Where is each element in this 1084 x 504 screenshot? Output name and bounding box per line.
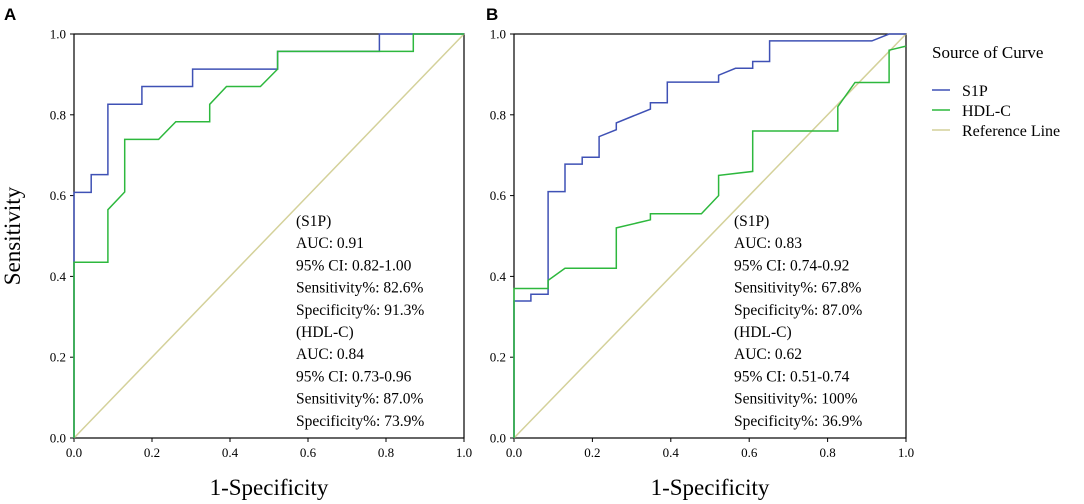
- panel-a-annotation-line: 95% CI: 0.82-1.00: [296, 257, 412, 274]
- panel-a-annotation-line: (S1P): [296, 213, 331, 230]
- panel-b-x-tick-label: 0.6: [741, 445, 758, 460]
- panel-b-annotation-line: Sensitivity%: 67.8%: [734, 280, 862, 297]
- panel-a-annotation-line: 95% CI: 0.73-0.96: [296, 368, 412, 385]
- panel-a-x-tick-label: 0.4: [222, 445, 239, 460]
- legend: Source of Curve S1P HDL-C Reference Line: [932, 43, 1060, 140]
- panel-b-annotation: (S1P) AUC: 0.83 95% CI: 0.74-0.92 Sensitivi…: [734, 213, 862, 430]
- panel-a-x-axis-title: 1-Specificity: [210, 475, 329, 500]
- legend-label-s1p: S1P: [962, 83, 988, 100]
- panel-a-annotation-line: (HDL-C): [296, 324, 354, 341]
- panel-b-y-tick-label: 0.8: [490, 107, 506, 122]
- panel-a-y-axis-title: Sensitivity: [0, 186, 25, 285]
- panel-a-y-tick-label: 0.6: [50, 188, 67, 203]
- panel-a-x-tick-label: 1.0: [456, 445, 472, 460]
- panel-b-y-tick-label: 0.0: [490, 431, 506, 446]
- panel-b-y-tick-label: 0.6: [490, 188, 507, 203]
- panel-b-x-axis-title: 1-Specificity: [651, 475, 770, 500]
- panel-b-plot: 0.0 0.2 0.4 0.6 0.8 1.0 0.0 0.2 0.4 0.6 0.8 1.0: [490, 27, 914, 461]
- panel-b-series-reference-line: [513, 33, 907, 439]
- panel-a-annotation: (S1P) AUC: 0.91 95% CI: 0.82-1.00 Sensitivi…: [296, 213, 424, 430]
- panel-a-annotation-line: AUC: 0.91: [296, 235, 364, 252]
- panel-a-y-tick-label: 1.0: [50, 27, 66, 42]
- panel-b-annotation-line: Sensitivity%: 100%: [734, 391, 858, 408]
- panel-b-annotation-line: (S1P): [734, 213, 769, 230]
- panel-b-y-tick-label: 0.4: [490, 269, 507, 284]
- panel-a-x-tick-label: 0.6: [300, 445, 317, 460]
- panel-a-y-tick-label: 0.2: [50, 350, 66, 365]
- panel-b-annotation-line: AUC: 0.83: [734, 235, 802, 252]
- panel-b-x-tick-label: 0.4: [663, 445, 680, 460]
- panel-b-annotation-line: 95% CI: 0.51-0.74: [734, 368, 850, 385]
- panel-b-annotation-line: Specificity%: 36.9%: [734, 413, 862, 430]
- panel-a-x-tick-label: 0.2: [144, 445, 160, 460]
- panel-b-series-hdl-c: [513, 45, 907, 438]
- panel-a-annotation-line: Specificity%: 91.3%: [296, 302, 424, 319]
- legend-label-hdl-c: HDL-C: [962, 103, 1011, 120]
- panel-a-series-hdl-c: [73, 33, 464, 438]
- legend-title: Source of Curve: [932, 43, 1043, 62]
- panel-b: B 0.0 0.2 0.4 0.6 0.8 1.0 0.0 0.2 0.4 0.6 0.8 1.0 (…: [486, 5, 914, 500]
- panel-b-y-tick-label: 1.0: [490, 27, 506, 42]
- panel-b-annotation-line: AUC: 0.62: [734, 346, 802, 363]
- panel-a-plot: 0.0 0.2 0.4 0.6 0.8 1.0 0.0 0.2 0.4 0.6 0.8 1.0: [50, 27, 472, 461]
- panel-a-series-reference-line: [73, 33, 465, 439]
- panel-b-x-tick-label: 0.8: [819, 445, 835, 460]
- panel-a-annotation-line: AUC: 0.84: [296, 346, 364, 363]
- panel-a: A 0.0 0.2 0.4 0.6 0.8 1.0 0.0 0.2 0.4 0.6 0.8 1.0 (…: [0, 5, 472, 500]
- panel-b-y-tick-label: 0.2: [490, 350, 506, 365]
- panel-a-annotation-line: Sensitivity%: 87.0%: [296, 391, 424, 408]
- panel-b-series-s1p: [513, 33, 906, 438]
- panel-a-letter: A: [4, 5, 16, 24]
- panel-b-letter: B: [486, 5, 498, 24]
- panel-a-annotation-line: Specificity%: 73.9%: [296, 413, 424, 430]
- panel-b-annotation-line: 95% CI: 0.74-0.92: [734, 257, 849, 274]
- panel-a-y-tick-label: 0.4: [50, 269, 67, 284]
- legend-label-reference-line: Reference Line: [962, 123, 1060, 140]
- panel-b-x-tick-label: 1.0: [898, 445, 914, 460]
- panel-a-y-tick-label: 0.0: [50, 431, 66, 446]
- panel-a-y-tick-label: 0.8: [50, 107, 66, 122]
- panel-a-x-tick-label: 0.0: [66, 445, 82, 460]
- panel-b-annotation-line: Specificity%: 87.0%: [734, 302, 862, 319]
- panel-a-x-tick-label: 0.8: [378, 445, 394, 460]
- panel-b-annotation-line: (HDL-C): [734, 324, 792, 341]
- panel-b-x-tick-label: 0.2: [584, 445, 600, 460]
- panel-a-annotation-line: Sensitivity%: 82.6%: [296, 280, 424, 297]
- panel-b-plot-frame: [513, 33, 907, 439]
- panel-b-x-tick-label: 0.0: [506, 445, 522, 460]
